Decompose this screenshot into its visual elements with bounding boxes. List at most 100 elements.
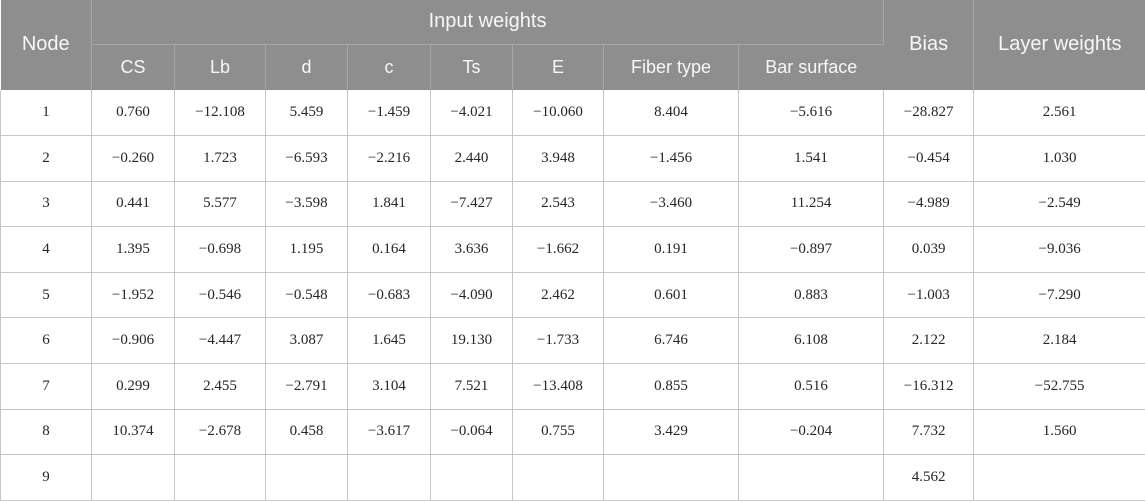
- e-cell: −13.408: [512, 363, 604, 410]
- bias-cell: −0.454: [883, 135, 975, 182]
- bar-surface-cell: −5.616: [737, 89, 885, 137]
- col-header-fiber-type: Fiber type: [603, 44, 739, 90]
- lb-cell: 1.723: [174, 135, 266, 182]
- bar-surface-cell: −0.204: [737, 408, 885, 456]
- cs-cell: 0.441: [91, 180, 175, 228]
- table-row: 6 −0.906 −4.447 3.087 1.645 19.130 −1.733 6.746…: [0, 317, 1145, 365]
- table-body: 1 0.760 −12.108 5.459 −1.459 −4.021 −10.060 8.4…: [0, 89, 1145, 501]
- col-header-input-weights: Input weights: [91, 0, 885, 45]
- col-header-bias: Bias: [883, 0, 975, 90]
- lb-cell: −2.678: [174, 408, 266, 456]
- fiber-type-cell: −3.460: [603, 180, 739, 228]
- c-cell: [347, 454, 431, 501]
- node-cell: 2: [0, 135, 92, 182]
- e-cell: −10.060: [512, 89, 604, 137]
- layer-weights-cell: 2.561: [973, 89, 1145, 137]
- bar-surface-cell: 11.254: [737, 180, 885, 228]
- layer-weights-cell: 2.184: [973, 317, 1145, 365]
- e-cell: 2.462: [512, 271, 604, 319]
- table-row: 4 1.395 −0.698 1.195 0.164 3.636 −1.662 0.191 −0…: [0, 226, 1145, 273]
- ts-cell: 2.440: [430, 135, 513, 182]
- col-header-bar-surface: Bar surface: [738, 44, 884, 90]
- table-row: 1 0.760 −12.108 5.459 −1.459 −4.021 −10.060 8.4…: [0, 89, 1145, 137]
- lb-cell: 2.455: [174, 363, 266, 410]
- bar-surface-cell: −0.897: [737, 226, 885, 273]
- ts-cell: −4.090: [430, 271, 513, 319]
- col-header-e: E: [512, 44, 604, 90]
- cs-cell: 0.760: [91, 89, 175, 137]
- col-header-ts: Ts: [430, 44, 513, 90]
- d-cell: −2.791: [265, 363, 348, 410]
- header-row-subcolumns: CS Lb d c Ts E Fiber type Bar surface: [1, 44, 1145, 90]
- header-row-groups: Node Input weights Bias Layer weights: [0, 0, 1145, 90]
- cs-cell: 10.374: [91, 408, 175, 456]
- node-cell: 7: [0, 363, 92, 410]
- layer-weights-cell: 1.030: [973, 135, 1145, 182]
- table-row: 5 −1.952 −0.546 −0.548 −0.683 −4.090 2.462 0.60…: [0, 271, 1145, 319]
- c-cell: −2.216: [347, 135, 431, 182]
- d-cell: 3.087: [265, 317, 348, 365]
- c-cell: −3.617: [347, 408, 431, 456]
- d-cell: 0.458: [265, 408, 348, 456]
- fiber-type-cell: 0.855: [603, 363, 739, 410]
- ts-cell: 3.636: [430, 226, 513, 273]
- cs-cell: −0.906: [91, 317, 175, 365]
- d-cell: −6.593: [265, 135, 348, 182]
- d-cell: 1.195: [265, 226, 348, 273]
- table-row: 2 −0.260 1.723 −6.593 −2.216 2.440 3.948 −1.456…: [0, 135, 1145, 182]
- fiber-type-cell: 0.601: [603, 271, 739, 319]
- table-row: 8 10.374 −2.678 0.458 −3.617 −0.064 0.755 3.429…: [0, 408, 1145, 456]
- layer-weights-cell: −52.755: [973, 363, 1145, 410]
- bar-surface-cell: 1.541: [737, 135, 885, 182]
- bar-surface-cell: [737, 454, 885, 501]
- lb-cell: −0.698: [174, 226, 266, 273]
- layer-weights-cell: −7.290: [973, 271, 1145, 319]
- e-cell: −1.733: [512, 317, 604, 365]
- c-cell: 1.645: [347, 317, 431, 365]
- bar-surface-cell: 0.883: [737, 271, 885, 319]
- node-cell: 3: [0, 180, 92, 228]
- lb-cell: [174, 454, 266, 501]
- ts-cell: −0.064: [430, 408, 513, 456]
- node-cell: 1: [0, 89, 92, 137]
- bar-surface-cell: 6.108: [737, 317, 885, 365]
- e-cell: [512, 454, 604, 501]
- e-cell: −1.662: [512, 226, 604, 273]
- e-cell: 2.543: [512, 180, 604, 228]
- fiber-type-cell: −1.456: [603, 135, 739, 182]
- e-cell: 3.948: [512, 135, 604, 182]
- table-header: Node Input weights Bias Layer weights CS…: [0, 0, 1145, 90]
- c-cell: 3.104: [347, 363, 431, 410]
- fiber-type-cell: 0.191: [603, 226, 739, 273]
- col-header-lb: Lb: [174, 44, 266, 90]
- layer-weights-cell: −2.549: [973, 180, 1145, 228]
- ts-cell: −4.021: [430, 89, 513, 137]
- d-cell: −3.598: [265, 180, 348, 228]
- node-cell: 4: [0, 226, 92, 273]
- ts-cell: −7.427: [430, 180, 513, 228]
- col-header-node: Node: [0, 0, 92, 90]
- layer-weights-cell: [973, 454, 1145, 501]
- cs-cell: 0.299: [91, 363, 175, 410]
- layer-weights-cell: 1.560: [973, 408, 1145, 456]
- col-header-c: c: [347, 44, 431, 90]
- ts-cell: 7.521: [430, 363, 513, 410]
- bias-cell: 4.562: [883, 454, 975, 501]
- layer-weights-cell: −9.036: [973, 226, 1145, 273]
- bias-cell: −1.003: [883, 271, 975, 319]
- cs-cell: 1.395: [91, 226, 175, 273]
- lb-cell: 5.577: [174, 180, 266, 228]
- bias-cell: −16.312: [883, 363, 975, 410]
- cs-cell: −1.952: [91, 271, 175, 319]
- bias-cell: 2.122: [883, 317, 975, 365]
- node-cell: 5: [0, 271, 92, 319]
- node-cell: 9: [0, 454, 92, 501]
- bar-surface-cell: 0.516: [737, 363, 885, 410]
- cs-cell: −0.260: [91, 135, 175, 182]
- table-row: 9 4.562: [0, 454, 1145, 501]
- col-header-layer-weights: Layer weights: [973, 0, 1145, 90]
- fiber-type-cell: 8.404: [603, 89, 739, 137]
- cs-cell: [91, 454, 175, 501]
